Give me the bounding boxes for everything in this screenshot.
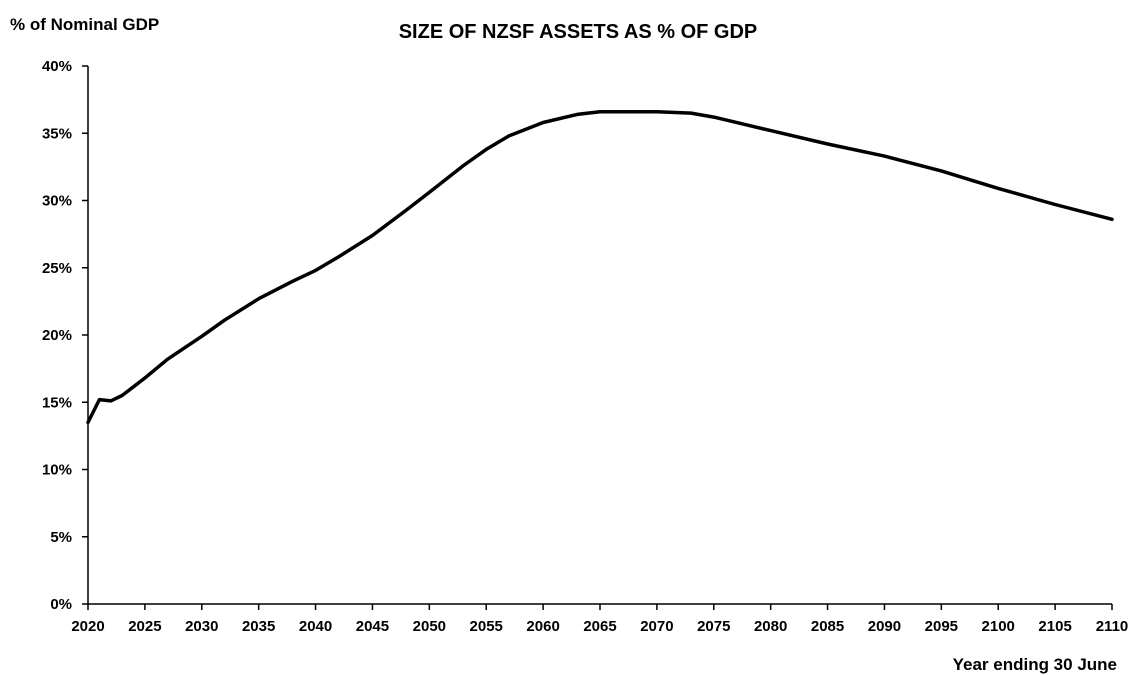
y-tick-label: 5%	[50, 529, 72, 546]
x-tick-label: 2075	[697, 618, 730, 635]
y-tick-label: 15%	[42, 394, 72, 411]
x-tick-label: 2060	[526, 618, 559, 635]
y-tick-label: 35%	[42, 125, 72, 142]
x-tick-label: 2030	[185, 618, 218, 635]
series-line	[86, 109, 1114, 425]
y-tick-label: 10%	[42, 462, 72, 479]
x-ticks: 2020 2025 2030 2035 2040 2045 2050 2055 2060 2065…	[71, 604, 1128, 635]
y-tick-label: 25%	[42, 260, 72, 277]
y-tick-label: 20%	[42, 327, 72, 344]
y-tick-label: 0%	[50, 596, 72, 613]
y-ticks: 0% 5% 10% 15% 20% 25% 30% 35% 40%	[42, 58, 88, 613]
x-tick-label: 2045	[356, 618, 389, 635]
y-tick-label: 40%	[42, 58, 72, 75]
x-tick-label: 2040	[299, 618, 332, 635]
x-tick-label: 2105	[1038, 618, 1071, 635]
x-tick-label: 2020	[71, 618, 104, 635]
y-tick-label: 30%	[42, 193, 72, 210]
axes	[87, 66, 1112, 605]
x-tick-label: 2085	[811, 618, 844, 635]
x-axis-label: Year ending 30 June	[953, 655, 1117, 674]
x-tick-label: 2070	[640, 618, 673, 635]
x-tick-label: 2050	[413, 618, 446, 635]
x-tick-label: 2100	[982, 618, 1015, 635]
x-tick-label: 2065	[583, 618, 616, 635]
x-tick-label: 2110	[1096, 618, 1129, 635]
series-group	[86, 109, 1114, 425]
chart-title: SIZE OF NZSF ASSETS AS % OF GDP	[399, 21, 758, 43]
x-tick-label: 2080	[754, 618, 787, 635]
x-tick-label: 2090	[868, 618, 901, 635]
x-tick-label: 2035	[242, 618, 275, 635]
x-tick-label: 2055	[470, 618, 503, 635]
y-axis-label: % of Nominal GDP	[10, 15, 159, 34]
x-tick-label: 2095	[925, 618, 958, 635]
x-tick-label: 2025	[128, 618, 161, 635]
